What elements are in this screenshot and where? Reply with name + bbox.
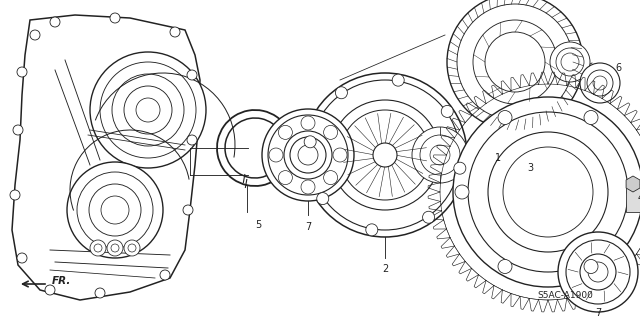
Circle shape (278, 171, 292, 185)
Circle shape (412, 127, 468, 183)
Circle shape (278, 125, 292, 139)
Circle shape (330, 100, 440, 210)
Circle shape (89, 184, 141, 236)
Circle shape (30, 30, 40, 40)
Circle shape (447, 0, 583, 130)
Circle shape (420, 135, 460, 175)
Circle shape (335, 87, 348, 99)
Circle shape (422, 211, 435, 223)
Circle shape (498, 110, 512, 124)
Circle shape (373, 143, 397, 167)
Circle shape (77, 172, 153, 248)
Circle shape (160, 270, 170, 280)
Circle shape (317, 193, 329, 204)
Circle shape (457, 4, 573, 120)
Circle shape (587, 70, 613, 96)
Circle shape (67, 162, 163, 258)
Circle shape (95, 288, 105, 298)
Text: 2: 2 (382, 264, 388, 274)
Circle shape (187, 135, 197, 145)
Text: FR.: FR. (52, 276, 72, 286)
Circle shape (366, 224, 378, 236)
Circle shape (473, 20, 557, 104)
Circle shape (90, 52, 206, 168)
Polygon shape (12, 15, 200, 300)
Circle shape (324, 171, 338, 185)
Text: S5AC-A1900: S5AC-A1900 (537, 292, 593, 300)
Circle shape (100, 62, 196, 158)
Text: 7: 7 (595, 308, 601, 318)
Circle shape (488, 132, 608, 252)
Circle shape (392, 74, 404, 86)
Circle shape (485, 32, 545, 92)
Circle shape (13, 125, 23, 135)
Circle shape (580, 63, 620, 103)
Circle shape (301, 116, 315, 130)
Circle shape (580, 254, 616, 290)
Circle shape (561, 53, 579, 71)
Circle shape (269, 148, 283, 162)
Circle shape (468, 112, 628, 272)
Circle shape (101, 196, 129, 224)
Circle shape (170, 27, 180, 37)
Circle shape (187, 70, 197, 80)
Circle shape (440, 84, 640, 300)
Circle shape (333, 148, 347, 162)
Circle shape (94, 244, 102, 252)
Circle shape (340, 110, 430, 200)
Circle shape (584, 259, 598, 273)
Circle shape (593, 76, 607, 90)
Circle shape (455, 185, 469, 199)
Circle shape (558, 232, 638, 312)
Circle shape (453, 97, 640, 287)
Polygon shape (626, 176, 640, 192)
Circle shape (566, 240, 630, 304)
Circle shape (324, 125, 338, 139)
Circle shape (550, 42, 590, 82)
Circle shape (50, 17, 60, 27)
Circle shape (430, 145, 450, 165)
Circle shape (454, 162, 466, 174)
Circle shape (304, 136, 316, 148)
Text: 6: 6 (615, 63, 621, 73)
Circle shape (45, 285, 55, 295)
Circle shape (262, 109, 354, 201)
Circle shape (503, 147, 593, 237)
Circle shape (183, 205, 193, 215)
Circle shape (90, 240, 106, 256)
Circle shape (498, 259, 512, 273)
Text: 4: 4 (638, 193, 640, 203)
Circle shape (107, 240, 123, 256)
Circle shape (303, 73, 467, 237)
Circle shape (310, 80, 460, 230)
Circle shape (556, 48, 584, 76)
Circle shape (301, 180, 315, 194)
Circle shape (441, 105, 453, 117)
Circle shape (284, 131, 332, 179)
Circle shape (627, 185, 640, 199)
Circle shape (111, 244, 119, 252)
Text: 5: 5 (255, 220, 261, 230)
Circle shape (124, 240, 140, 256)
Bar (626, 184, 640, 212)
Circle shape (17, 67, 27, 77)
Circle shape (268, 115, 348, 195)
Circle shape (112, 74, 184, 146)
Circle shape (17, 253, 27, 263)
Text: 7: 7 (305, 222, 311, 232)
Circle shape (136, 98, 160, 122)
Circle shape (588, 262, 608, 282)
Circle shape (128, 244, 136, 252)
Circle shape (110, 13, 120, 23)
Text: 1: 1 (495, 153, 501, 163)
Circle shape (298, 145, 318, 165)
Circle shape (584, 110, 598, 124)
Text: 3: 3 (527, 163, 533, 173)
Circle shape (10, 190, 20, 200)
Circle shape (290, 137, 326, 173)
Circle shape (124, 86, 172, 134)
